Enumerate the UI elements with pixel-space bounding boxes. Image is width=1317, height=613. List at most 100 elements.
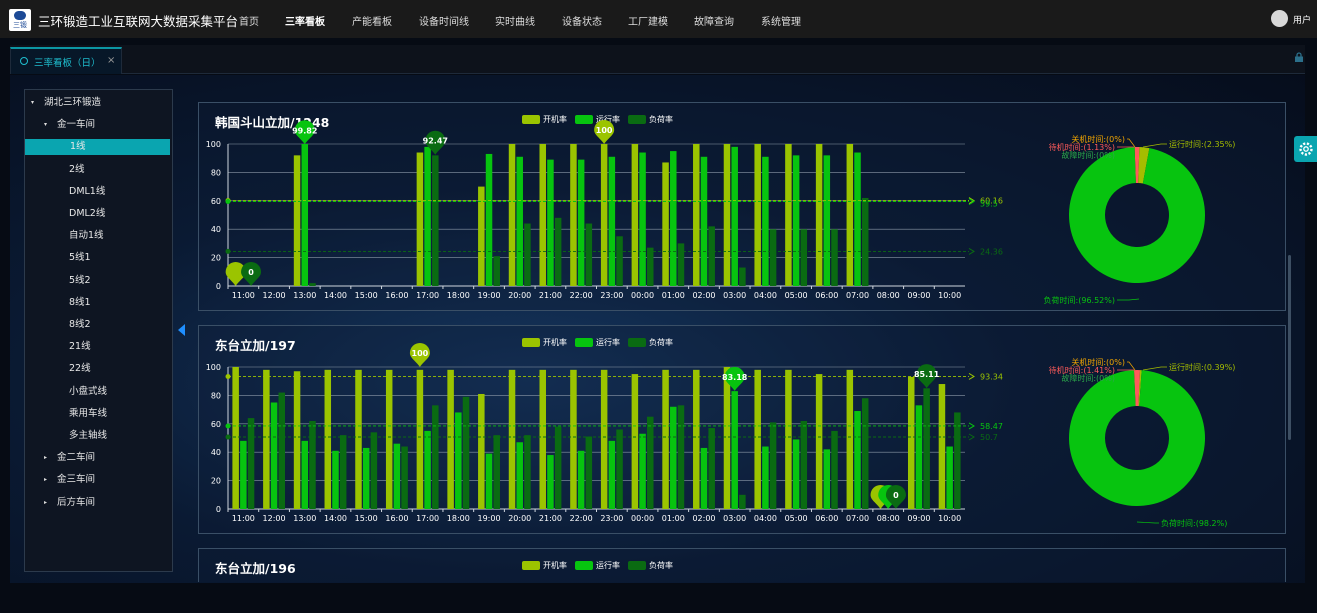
- collapse-sidebar-arrow-icon[interactable]: [178, 324, 185, 336]
- bar: [670, 406, 677, 509]
- bar: [401, 446, 408, 509]
- value-marker-pin: [885, 485, 906, 509]
- bar: [662, 369, 669, 509]
- tree-item[interactable]: 多主轴线: [69, 428, 107, 444]
- lock-icon[interactable]: [1294, 52, 1304, 62]
- tree-item-label: 21线: [69, 341, 91, 353]
- x-tick-label: 03:00: [723, 291, 746, 300]
- nav-device-status[interactable]: 设备状态: [562, 17, 602, 28]
- tree-item[interactable]: 21线: [69, 339, 91, 355]
- tree-caret-icon[interactable]: ▸: [44, 454, 48, 462]
- tree-item[interactable]: 8线1: [69, 295, 91, 311]
- settings-button[interactable]: [1294, 136, 1317, 162]
- bar: [739, 267, 746, 286]
- tree-caret-icon[interactable]: ▸: [44, 498, 48, 506]
- average-line-start: [225, 199, 231, 205]
- x-tick-label: 09:00: [907, 291, 930, 300]
- tree-item[interactable]: 8线2: [69, 317, 91, 333]
- machine-panel: 韩国斗山立加/1248 开机率 运行率 负荷率 0 20 40 60 80 100 11:0…: [198, 102, 1286, 311]
- x-tick-label: 13:00: [293, 291, 316, 300]
- bar: [831, 229, 838, 286]
- tree-item[interactable]: ▸ 金二车间: [44, 450, 95, 466]
- bar: [954, 412, 961, 509]
- bar: [739, 494, 746, 509]
- bar: [647, 247, 654, 286]
- tree-item[interactable]: 5线2: [69, 273, 91, 289]
- bar: [516, 442, 523, 509]
- bar: [462, 396, 470, 509]
- bar: [585, 436, 593, 509]
- bar: [762, 446, 769, 509]
- bar: [670, 151, 677, 286]
- tree-item[interactable]: 乘用车线: [69, 406, 107, 422]
- x-tick-label: 20:00: [508, 291, 531, 300]
- bar: [447, 369, 454, 509]
- donut-label: 待机时间:(1.41%): [1049, 365, 1115, 375]
- tree-item[interactable]: ▾ 湖北三环锻造: [31, 95, 101, 111]
- app-title: 三环锻造工业互联网大数据采集平台: [38, 14, 239, 29]
- x-tick-label: 01:00: [662, 291, 685, 300]
- bar: [631, 374, 639, 509]
- bar: [915, 405, 923, 509]
- tree-item[interactable]: DML1线: [69, 184, 105, 200]
- bar: [370, 432, 378, 509]
- tree-item-label: 5线1: [69, 252, 91, 264]
- x-tick-label: 00:00: [631, 514, 654, 523]
- nav-three-rate-board[interactable]: 三率看板: [285, 17, 325, 28]
- tree-item[interactable]: 小盘式线: [69, 384, 107, 400]
- tree-caret-icon[interactable]: ▾: [44, 121, 48, 129]
- value-marker-pin: [594, 120, 615, 144]
- tab-three-rate-daily[interactable]: 三率看板（日） ×: [10, 47, 122, 74]
- tree-item[interactable]: ▾ 金一车间: [44, 117, 95, 133]
- nav-factory-modeling[interactable]: 工厂建模: [628, 17, 668, 28]
- tree-item[interactable]: ▸ 后方车间: [44, 495, 95, 511]
- bar: [362, 447, 370, 509]
- content-scrollbar[interactable]: [1288, 255, 1291, 440]
- avatar[interactable]: [1271, 10, 1288, 27]
- x-tick-label: 19:00: [477, 291, 500, 300]
- tree-item[interactable]: 2线: [69, 162, 85, 178]
- bar: [263, 369, 270, 509]
- nav-fault-query[interactable]: 故障查询: [694, 17, 734, 28]
- nav-realtime-curve[interactable]: 实时曲线: [495, 17, 535, 28]
- tree-item-label: 小盘式线: [69, 385, 108, 397]
- bar: [662, 162, 669, 286]
- tree-item[interactable]: 1线: [25, 139, 170, 156]
- tree-caret-icon[interactable]: ▾: [31, 99, 35, 106]
- donut-label: 运行时间:(0.39%): [1169, 362, 1235, 372]
- nav-device-timeline[interactable]: 设备时间线: [419, 17, 469, 28]
- user-label[interactable]: 用户: [1293, 16, 1312, 26]
- tree-item[interactable]: ▸ 金三车间: [44, 472, 96, 488]
- tree-item-label: 8线1: [69, 296, 91, 308]
- machine-panel: 东台立加/197 开机率 运行率 负荷率 0 20 40 60 80 100 11:00 12…: [198, 325, 1286, 534]
- average-line-label: 93.34: [980, 372, 1003, 381]
- nav-capacity-board[interactable]: 产能看板: [352, 17, 392, 28]
- tree-caret-icon[interactable]: ▸: [44, 476, 48, 484]
- y-tick-label: 60: [211, 197, 221, 206]
- tree-item-label: 5线2: [69, 274, 91, 286]
- y-tick-label: 20: [211, 254, 221, 263]
- tree-item[interactable]: DML2线: [69, 206, 105, 222]
- bar: [577, 159, 585, 286]
- x-tick-label: 06:00: [815, 514, 838, 523]
- tree-item[interactable]: 自动1线: [69, 228, 104, 244]
- tree-item-label: 金三车间: [57, 474, 96, 486]
- tree-item[interactable]: 5线1: [69, 250, 91, 266]
- bar: [792, 155, 800, 286]
- value-marker-label: 85.11: [914, 370, 940, 379]
- value-marker-label: 92.47: [423, 137, 448, 146]
- bar: [769, 422, 777, 509]
- donut-label: 关机时间:(0%): [1071, 134, 1125, 144]
- tree-item[interactable]: 22线: [69, 361, 91, 377]
- nav-system-management[interactable]: 系统管理: [761, 17, 801, 28]
- x-tick-label: 21:00: [539, 514, 562, 523]
- bar: [270, 402, 278, 509]
- average-line-arrow: [968, 197, 975, 205]
- bar: [815, 144, 823, 286]
- nav-home[interactable]: 首页: [239, 17, 259, 28]
- bar: [693, 144, 700, 286]
- x-tick-label: 21:00: [539, 291, 562, 300]
- close-icon[interactable]: ×: [107, 55, 116, 66]
- time-donut-chart: 运行时间:(0.39%) 关机时间:(0%)待机时间:(1.41%)故障时间:(0…: [1049, 357, 1236, 528]
- bar: [278, 392, 286, 509]
